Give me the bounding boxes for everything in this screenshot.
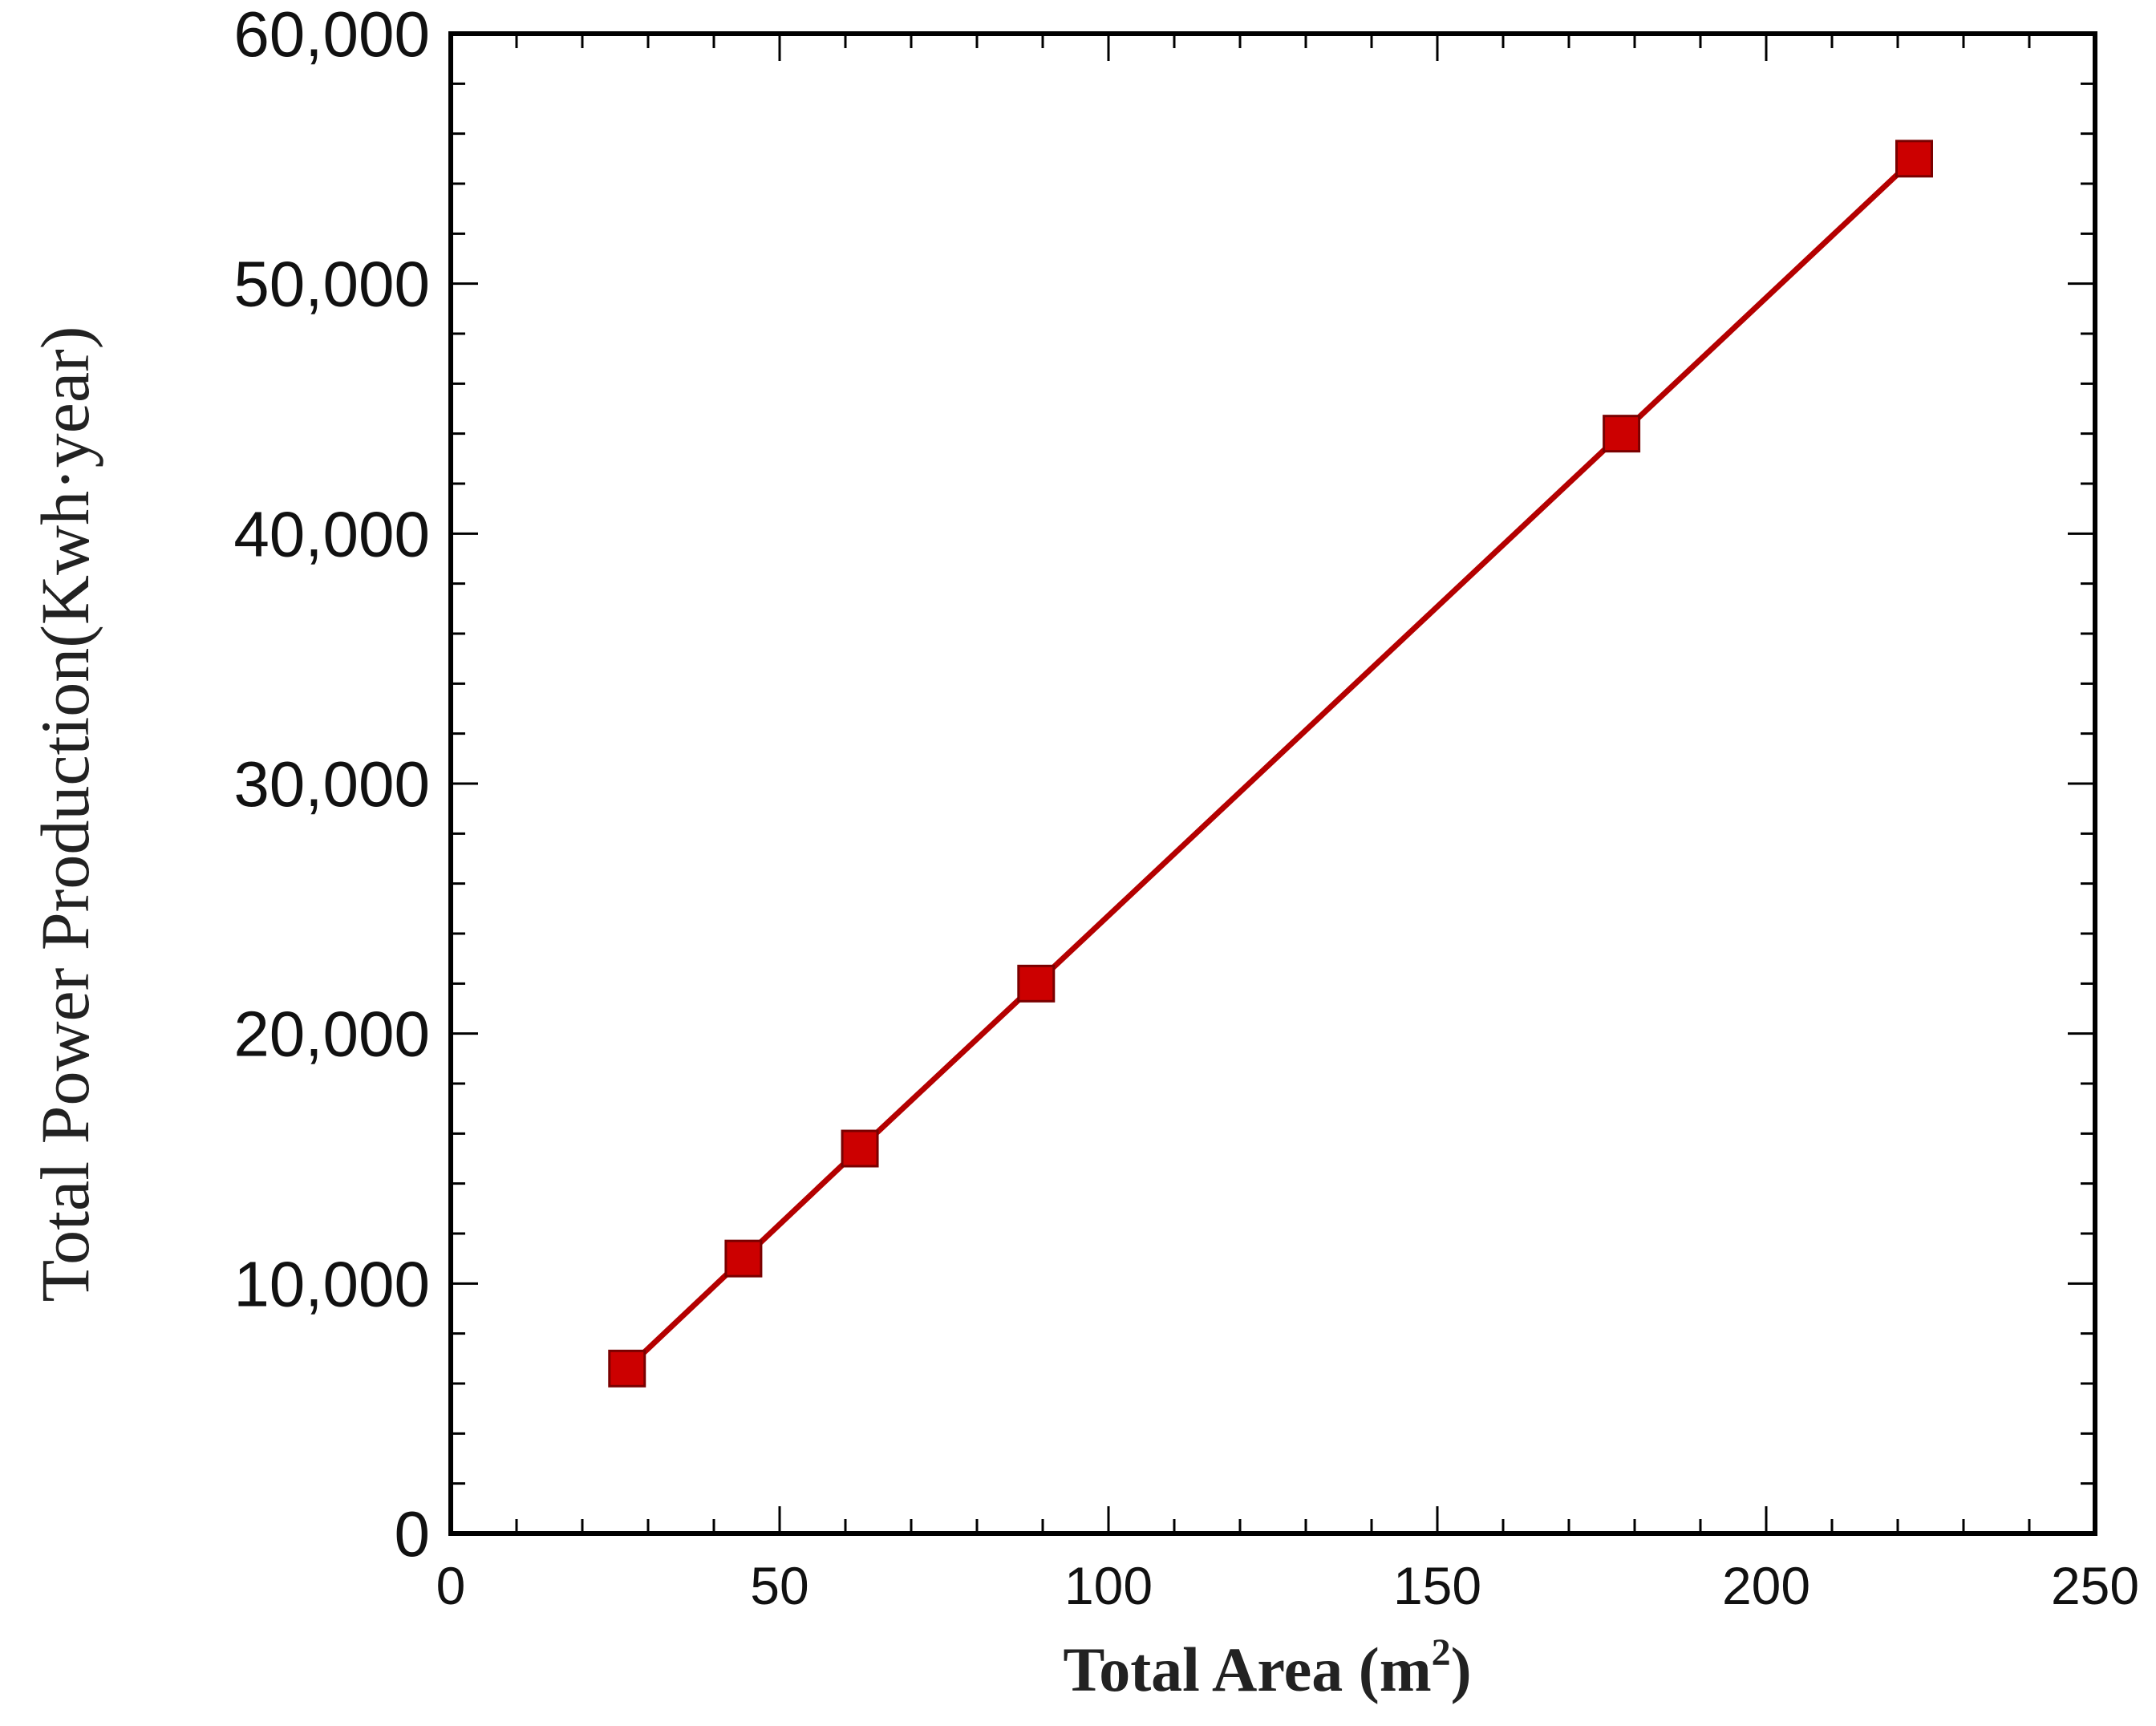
x-axis-label: Total Area (m2) — [1063, 1631, 1471, 1704]
x-axis-label-unit-sup: 2 — [1432, 1631, 1451, 1674]
x-tick-label: 100 — [1064, 1556, 1153, 1615]
x-tick-label: 250 — [2051, 1556, 2139, 1615]
series-line — [625, 156, 1916, 1371]
data-point-marker — [1017, 964, 1056, 1003]
y-tick-label: 50,000 — [233, 249, 430, 320]
x-axis-label-unit-close: ) — [1451, 1635, 1472, 1704]
x-tick-label: 200 — [1722, 1556, 1810, 1615]
series-line-group — [625, 156, 1916, 1371]
data-point-marker — [724, 1239, 763, 1278]
plot-border — [448, 31, 2097, 1536]
x-tick-label: 150 — [1393, 1556, 1481, 1615]
data-point-marker — [1895, 140, 1933, 178]
y-tick-label: 60,000 — [233, 0, 430, 70]
y-axis-label: Total Power Production(Kwh·year) — [26, 326, 103, 1303]
y-tick-label: 30,000 — [233, 748, 430, 820]
x-tick-label: 50 — [750, 1556, 808, 1615]
tick-labels: 0 10,000 20,000 30,000 40,000 50,000 60,000 0 50… — [233, 0, 2139, 1615]
data-point-marker — [608, 1349, 646, 1388]
y-tick-label: 20,000 — [233, 999, 430, 1070]
plot-frame — [448, 31, 2097, 1536]
data-point-marker — [1603, 415, 1641, 453]
x-tick-label: 0 — [436, 1556, 466, 1615]
y-tick-label: 0 — [395, 1498, 431, 1570]
data-point-marker — [841, 1129, 879, 1168]
x-axis-label-unit-open: (m — [1343, 1635, 1431, 1704]
axis-ticks — [449, 32, 2097, 1535]
y-tick-label: 40,000 — [233, 498, 430, 569]
x-axis-label-main: Total Area — [1063, 1635, 1343, 1704]
data-markers — [608, 140, 1933, 1388]
y-tick-label: 10,000 — [233, 1248, 430, 1319]
